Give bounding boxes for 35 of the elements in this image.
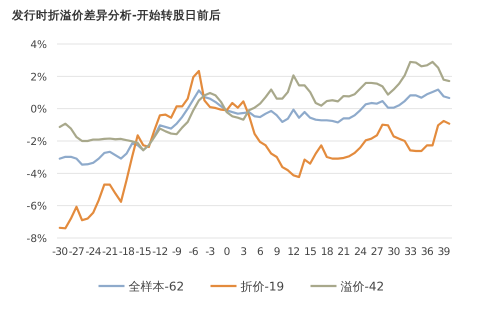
x-tick-label: 21	[337, 246, 350, 258]
x-tick-label: 24	[354, 246, 368, 258]
x-tick-label: -18	[118, 246, 134, 258]
legend-label: 全样本-62	[128, 280, 184, 294]
x-tick-label: -24	[85, 246, 102, 258]
x-tick-label: 27	[370, 246, 383, 258]
x-tick-label: 6	[257, 246, 264, 258]
legend-label: 溢价-42	[340, 280, 384, 294]
chart-title: 发行时折溢价差异分析-开始转股日前后	[11, 8, 221, 22]
y-tick-label: -4%	[26, 168, 48, 180]
x-tick-label: 36	[420, 246, 434, 258]
x-tick-label: -30	[52, 246, 68, 258]
x-tick-label: 39	[438, 246, 450, 258]
x-tick-label: -3	[205, 246, 215, 258]
x-tick-label: -12	[152, 246, 168, 258]
y-tick-label: 2%	[30, 71, 48, 84]
y-tick-label: -2%	[26, 136, 48, 148]
x-tick-label: 9	[274, 246, 280, 258]
x-tick-label: -27	[68, 246, 84, 258]
legend-label: 折价-19	[240, 280, 284, 294]
x-tick-label: 33	[404, 246, 416, 258]
x-tick-label: 3	[240, 246, 246, 258]
y-tick-label: -8%	[26, 233, 48, 245]
x-tick-label: 12	[287, 246, 300, 258]
x-tick-label: -6	[188, 246, 199, 258]
x-tick-label: -9	[172, 246, 182, 258]
x-tick-label: 0	[224, 246, 230, 258]
x-tick-label: -21	[102, 246, 118, 258]
x-tick-label: -15	[136, 246, 151, 258]
y-tick-label: 4%	[30, 39, 48, 51]
y-tick-label: -6%	[26, 200, 48, 213]
x-tick-label: 15	[304, 246, 316, 258]
x-tick-label: 30	[388, 246, 400, 258]
x-tick-label: 18	[320, 246, 333, 258]
y-tick-label: 0%	[30, 104, 48, 116]
